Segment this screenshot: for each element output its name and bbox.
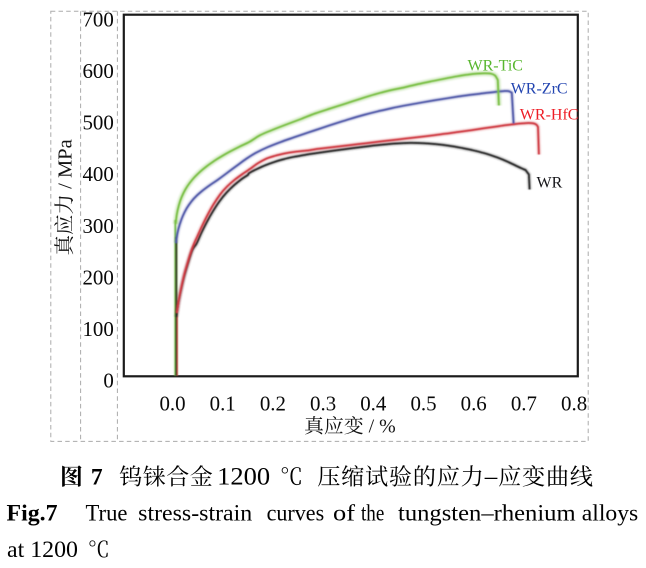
svg-text:WR-ZrC: WR-ZrC bbox=[511, 80, 568, 97]
svg-text:0.3: 0.3 bbox=[310, 392, 336, 416]
svg-text:300: 300 bbox=[82, 214, 113, 238]
svg-text:stress-strain: stress-strain bbox=[138, 500, 253, 525]
svg-text:0.5: 0.5 bbox=[410, 392, 436, 416]
svg-text:WR: WR bbox=[537, 174, 563, 191]
svg-text:–: – bbox=[484, 464, 498, 491]
svg-text:600: 600 bbox=[82, 59, 113, 83]
svg-text:0.6: 0.6 bbox=[461, 392, 487, 416]
svg-text:alloys: alloys bbox=[582, 500, 638, 525]
svg-text:of: of bbox=[333, 500, 355, 525]
svg-text:200: 200 bbox=[82, 266, 113, 290]
svg-text:400: 400 bbox=[82, 162, 113, 186]
svg-text:WR-TiC: WR-TiC bbox=[468, 57, 523, 74]
svg-text:500: 500 bbox=[82, 111, 113, 135]
svg-text:/ %: / % bbox=[364, 416, 396, 438]
svg-text:700: 700 bbox=[82, 7, 113, 31]
svg-text:0.2: 0.2 bbox=[260, 392, 286, 416]
svg-text:tungsten–rhenium: tungsten–rhenium bbox=[398, 500, 576, 525]
svg-text:0: 0 bbox=[103, 369, 113, 393]
svg-text:0.7: 0.7 bbox=[511, 392, 537, 416]
svg-text:1200: 1200 bbox=[217, 464, 270, 491]
svg-text:/ MPa: / MPa bbox=[55, 139, 77, 194]
svg-text:Fig.7: Fig.7 bbox=[7, 500, 58, 525]
svg-text:100: 100 bbox=[82, 317, 113, 341]
svg-text:0.0: 0.0 bbox=[159, 392, 185, 416]
svg-text:7: 7 bbox=[91, 465, 103, 491]
svg-text:curves: curves bbox=[267, 500, 325, 525]
svg-text:0.8: 0.8 bbox=[561, 392, 587, 416]
svg-text:0.4: 0.4 bbox=[360, 392, 387, 416]
svg-text:0.1: 0.1 bbox=[210, 392, 236, 416]
svg-text:WR-HfC: WR-HfC bbox=[520, 106, 579, 123]
svg-text:at 1200: at 1200 bbox=[7, 537, 78, 562]
svg-text:the: the bbox=[361, 500, 384, 525]
svg-text:True: True bbox=[86, 500, 128, 525]
